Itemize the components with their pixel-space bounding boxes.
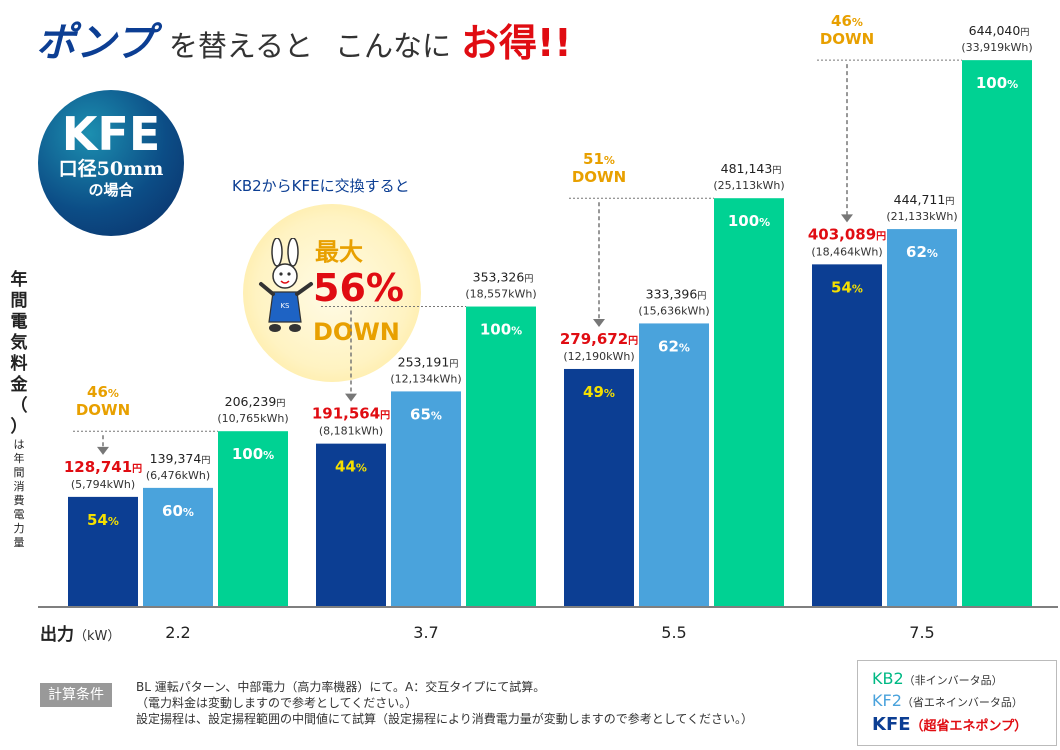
x-tick-label: 3.7	[413, 623, 438, 642]
condition-line-2: （電力料金は変動しますので参考としてください。）	[136, 696, 418, 710]
bar-kf2-3.7	[391, 391, 461, 606]
bar-value-label: 644,040円	[969, 23, 1030, 38]
page-title: ポンプ を替えると こんなに お得!!	[36, 10, 572, 66]
bar-kwh-label: (12,134kWh)	[390, 372, 461, 385]
bar-kb2-2.2	[218, 431, 288, 606]
bar-kwh-label: (18,464kWh)	[811, 245, 882, 258]
x-axis-unit: （kW）	[74, 629, 121, 644]
condition-line-1: BL 運転パターン、中部電力（高力率機器）にて。A：交互タイプにて試算。	[136, 680, 546, 694]
bar-kwh-label: (18,557kWh)	[465, 288, 536, 301]
bar-percent-label: 54%	[87, 511, 119, 529]
bar-kfe-5.5	[564, 368, 634, 606]
bar-value-label: 128,741円	[64, 458, 142, 476]
x-axis-label: 出力	[40, 625, 74, 645]
badge-kfe: KFE	[61, 107, 161, 161]
bar-value-label: 279,672円	[560, 330, 638, 348]
svg-text:KS: KS	[280, 302, 290, 310]
condition-line-3: 設定揚程は、設定揚程範囲の中間値にて試算（設定揚程により消費電力量が変動しますの…	[136, 712, 754, 726]
title-pump: ポンプ	[36, 20, 155, 66]
bar-kwh-label: (33,919kWh)	[961, 41, 1032, 54]
bar-kf2-7.5	[887, 229, 957, 606]
conditions-label: 計算条件	[40, 683, 112, 707]
down-percent-label: 46%	[831, 12, 863, 30]
legend-desc: （非インバータ品）	[903, 674, 1003, 687]
bar-kwh-label: (21,133kWh)	[886, 210, 957, 223]
legend-name: KFE	[872, 714, 911, 735]
bar-kwh-label: (25,113kWh)	[713, 179, 784, 192]
bar-value-label: 139,374円	[150, 451, 211, 466]
bar-kf2-2.2	[143, 487, 213, 606]
legend-item-kfe: KFE（超省エネポンプ）	[872, 714, 1027, 735]
legend-name: KF2	[872, 691, 902, 710]
bar-percent-label: 100%	[728, 212, 770, 230]
title-otoku: お得!!	[460, 21, 572, 65]
bar-kb2-7.5	[962, 60, 1032, 606]
bar-kwh-label: (10,765kWh)	[217, 412, 288, 425]
bar-kb2-3.7	[466, 306, 536, 606]
bar-kfe-2.2	[68, 496, 138, 606]
legend-desc: （超省エネポンプ）	[910, 719, 1028, 734]
callout-down: DOWN	[313, 318, 400, 346]
bar-kwh-label: (6,476kWh)	[146, 469, 210, 482]
y-axis-label: 年間電気料金（） は年間消費電力量	[6, 270, 32, 550]
x-axis-title: 出力（kW）	[40, 620, 120, 645]
bar-percent-label: 65%	[410, 405, 442, 423]
bar-percent-label: 54%	[831, 278, 863, 296]
bar-value-label: 444,711円	[894, 192, 955, 207]
bar-kwh-label: (5,794kWh)	[71, 478, 135, 491]
x-tick-label: 5.5	[661, 623, 686, 642]
bar-percent-label: 49%	[583, 383, 615, 401]
bar-kfe-3.7	[316, 443, 386, 606]
title-konnani: こんなに	[334, 29, 451, 63]
rabbit-mascot-icon: KS	[259, 238, 313, 332]
title-kaeruto: を替えると	[168, 29, 313, 63]
bar-percent-label: 60%	[162, 502, 194, 520]
down-text-label: DOWN	[820, 30, 874, 48]
bar-percent-label: 62%	[906, 243, 938, 261]
bar-kwh-label: (15,636kWh)	[638, 304, 709, 317]
bar-value-label: 191,564円	[312, 405, 390, 423]
bar-value-label: 353,326円	[473, 270, 534, 285]
down-arrow-head-icon	[97, 446, 109, 455]
x-tick-label: 2.2	[165, 623, 190, 642]
bar-percent-label: 44%	[335, 458, 367, 476]
legend-item-kf2: KF2（省エネインバータ品）	[872, 691, 1023, 710]
bar-value-label: 403,089円	[808, 225, 886, 243]
bar-kwh-label: (8,181kWh)	[319, 425, 383, 438]
badge-case: の場合	[88, 181, 134, 199]
bar-percent-label: 100%	[480, 321, 522, 339]
y-axis-label-main: 年間電気料金（）	[10, 270, 28, 437]
bar-percent-label: 100%	[232, 445, 274, 463]
bar-value-label: 206,239円	[225, 394, 286, 409]
max-down-callout: KS 最大 56% DOWN	[243, 204, 421, 382]
down-text-label: DOWN	[572, 168, 626, 186]
legend-name: KB2	[872, 669, 904, 688]
x-tick-label: 7.5	[909, 623, 934, 642]
bar-value-label: 253,191円	[398, 354, 459, 369]
down-arrow-head-icon	[841, 214, 853, 223]
legend-desc: （省エネインバータ品）	[901, 696, 1023, 709]
down-arrow-head-icon	[593, 318, 605, 327]
bar-percent-label: 100%	[976, 74, 1018, 92]
kfe-badge: KFE 口径50mm の場合	[38, 90, 184, 236]
bar-value-label: 333,396円	[646, 286, 707, 301]
bar-kf2-5.5	[639, 323, 709, 606]
badge-diameter: 口径50mm	[58, 158, 164, 180]
down-percent-label: 51%	[583, 150, 615, 168]
bar-kwh-label: (12,190kWh)	[563, 350, 634, 363]
bar-chart: 54% 128,741円 (5,794kWh) 60% 139,374円 (6,476kW…	[38, 12, 1058, 642]
exchange-lead: KB2からKFEに交換すると	[232, 177, 410, 195]
y-axis-label-sub: は年間消費電力量	[13, 438, 25, 549]
down-text-label: DOWN	[76, 401, 130, 419]
legend-item-kb2: KB2（非インバータ品）	[872, 669, 1003, 688]
bar-kb2-5.5	[714, 198, 784, 607]
callout-max: 最大	[315, 238, 363, 266]
bar-kfe-7.5	[812, 264, 882, 606]
bar-percent-label: 62%	[658, 337, 690, 355]
callout-percent: 56%	[313, 266, 404, 310]
bar-value-label: 481,143円	[721, 161, 782, 176]
legend: KB2（非インバータ品） KF2（省エネインバータ品） KFE（超省エネポンプ）	[857, 660, 1057, 746]
down-arrow-head-icon	[345, 393, 357, 402]
down-percent-label: 46%	[87, 383, 119, 401]
